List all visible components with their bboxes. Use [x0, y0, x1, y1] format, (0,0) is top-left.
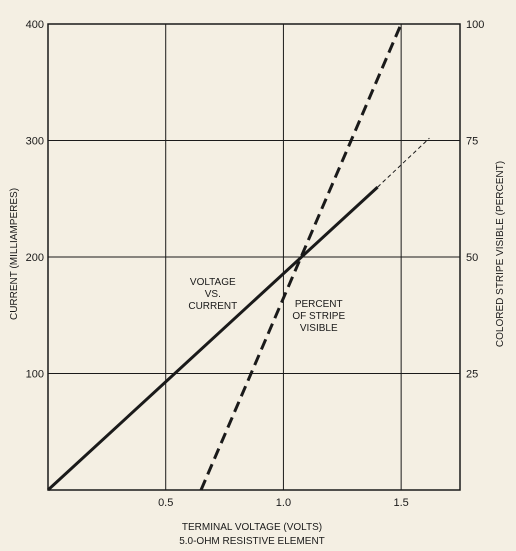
x-tick-label: 1.5	[393, 497, 408, 509]
grid	[47, 23, 461, 491]
x-axis-label: TERMINAL VOLTAGE (VOLTS)	[182, 522, 322, 533]
y-left-tick-label: 100	[26, 369, 44, 381]
y-axis-left-label: CURRENT (MILLIAMPERES)	[9, 188, 20, 320]
annotation-line: OF STRIPE	[292, 311, 345, 322]
annotation-line: VS.	[205, 289, 221, 300]
y-left-tick-label: 200	[26, 252, 44, 264]
annotation-line: VOLTAGE	[190, 277, 236, 288]
annotation-line: PERCENT	[295, 299, 343, 310]
voltage-current-extension	[377, 137, 430, 188]
y-left-tick-label: 300	[26, 136, 44, 148]
y-left-tick-label: 400	[26, 19, 44, 31]
y-right-tick-label: 75	[466, 136, 478, 148]
annotation-line: VISIBLE	[300, 323, 338, 334]
y-right-tick-label: 100	[466, 19, 484, 31]
annotation-line: CURRENT	[188, 301, 237, 312]
x-axis-sublabel: 5.0-OHM RESISTIVE ELEMENT	[179, 536, 325, 547]
y-right-tick-label: 25	[466, 369, 478, 381]
series-layer	[46, 23, 430, 492]
tick-labels: 0.5 1.0 1.5 100 200 300 400 25 50 75 100	[26, 19, 485, 509]
x-tick-label: 1.0	[276, 497, 291, 509]
voltage-current-line	[46, 185, 379, 492]
y-right-tick-label: 50	[466, 252, 478, 264]
y-axis-right-label: COLORED STRIPE VISIBLE (PERCENT)	[495, 161, 506, 347]
x-tick-label: 0.5	[158, 497, 173, 509]
